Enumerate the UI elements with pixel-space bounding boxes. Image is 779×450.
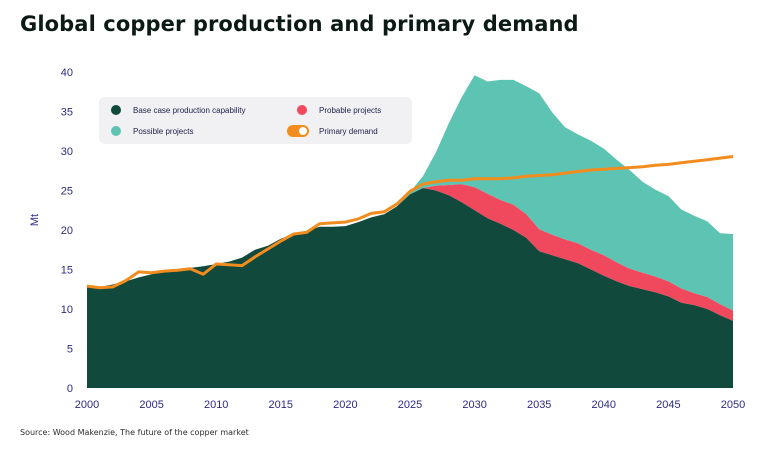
y-tick-label: 15 [61,265,73,277]
x-tick-label: 2045 [656,399,680,411]
base-area [87,188,733,388]
x-tick-label: 2035 [527,399,551,411]
y-tick-label: 10 [61,304,73,316]
y-tick-label: 35 [61,107,73,119]
legend-label-demand: Primary demand [319,127,378,136]
line-layer [86,155,734,290]
legend-box [99,97,412,144]
legend-marker-possible [111,126,121,136]
x-tick-label: 2020 [333,399,357,411]
legend-label-base: Base case production capability [133,106,246,115]
y-tick-label: 30 [61,146,73,158]
y-tick-label: 5 [67,344,73,356]
legend-marker-demand-knob [299,127,307,135]
x-tick-label: 2025 [398,399,422,411]
y-tick-label: 25 [61,186,73,198]
x-tick-label: 2010 [204,399,228,411]
legend-marker-probable [297,105,307,115]
y-axis-ticks: 0 5 10 15 20 25 30 35 40 [61,67,73,395]
x-tick-label: 2050 [721,399,745,411]
x-tick-label: 2005 [139,399,163,411]
legend-label-possible: Possible projects [133,127,193,136]
legend: Base case production capability Probable … [99,97,412,144]
legend-marker-base [111,105,121,115]
x-tick-label: 2040 [592,399,616,411]
y-tick-label: 0 [67,383,73,395]
x-tick-label: 2030 [462,399,486,411]
source-note: Source: Wood Makenzie, The future of the… [20,428,249,437]
legend-label-probable: Probable projects [319,106,381,115]
y-tick-label: 40 [61,67,73,79]
y-axis-label: Mt [29,214,41,226]
x-tick-label: 2000 [75,399,99,411]
x-axis-ticks: 2000 2005 2010 2015 2020 2025 2030 2035 2040 2045… [75,399,745,411]
chart-title: Global copper production and primary dem… [20,12,579,36]
x-tick-label: 2015 [269,399,293,411]
demand-line [86,155,734,290]
y-tick-label: 20 [61,225,73,237]
